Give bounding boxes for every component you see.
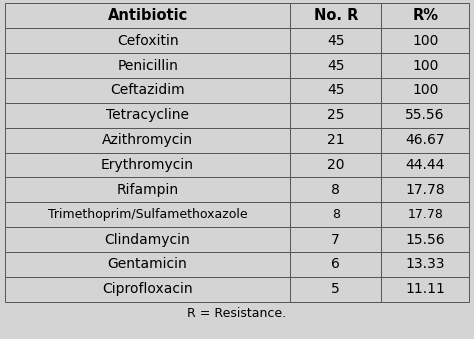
Bar — [5, 177, 291, 202]
Text: 7: 7 — [331, 233, 340, 246]
Bar — [381, 3, 469, 28]
Text: Trimethoprim/Sulfamethoxazole: Trimethoprim/Sulfamethoxazole — [48, 208, 247, 221]
Text: No. R: No. R — [313, 8, 358, 23]
Text: 100: 100 — [412, 59, 438, 73]
Bar — [291, 103, 381, 128]
Bar — [291, 53, 381, 78]
Text: Cefoxitin: Cefoxitin — [117, 34, 178, 48]
Text: 46.67: 46.67 — [405, 133, 445, 147]
Bar — [381, 202, 469, 227]
Bar — [381, 53, 469, 78]
Text: Gentamicin: Gentamicin — [108, 257, 187, 272]
Bar — [291, 177, 381, 202]
Text: Azithromycin: Azithromycin — [102, 133, 193, 147]
Bar — [5, 202, 291, 227]
Bar — [381, 28, 469, 53]
Bar — [5, 78, 291, 103]
Bar — [291, 252, 381, 277]
Text: 17.78: 17.78 — [405, 183, 445, 197]
Text: 20: 20 — [327, 158, 345, 172]
Text: 45: 45 — [327, 83, 345, 97]
Bar — [291, 202, 381, 227]
Text: 45: 45 — [327, 59, 345, 73]
Bar — [5, 252, 291, 277]
Text: Penicillin: Penicillin — [117, 59, 178, 73]
Text: 45: 45 — [327, 34, 345, 48]
Text: 25: 25 — [327, 108, 345, 122]
Text: 5: 5 — [331, 282, 340, 296]
Bar — [5, 227, 291, 252]
Text: 55.56: 55.56 — [405, 108, 445, 122]
Text: R%: R% — [412, 8, 438, 23]
Text: R = Resistance.: R = Resistance. — [187, 307, 287, 320]
Bar — [291, 3, 381, 28]
Bar — [381, 103, 469, 128]
Text: 44.44: 44.44 — [405, 158, 445, 172]
Bar — [381, 227, 469, 252]
Text: 15.56: 15.56 — [405, 233, 445, 246]
Bar — [381, 277, 469, 302]
Text: 100: 100 — [412, 83, 438, 97]
Text: Clindamycin: Clindamycin — [105, 233, 191, 246]
Bar — [291, 128, 381, 153]
Bar — [5, 128, 291, 153]
Text: 6: 6 — [331, 257, 340, 272]
Text: Ciprofloxacin: Ciprofloxacin — [102, 282, 193, 296]
Bar — [291, 28, 381, 53]
Text: 11.11: 11.11 — [405, 282, 445, 296]
Bar — [5, 103, 291, 128]
Bar — [5, 3, 291, 28]
Bar — [291, 277, 381, 302]
Text: Tetracycline: Tetracycline — [106, 108, 189, 122]
Bar — [5, 53, 291, 78]
Text: Erythromycin: Erythromycin — [101, 158, 194, 172]
Bar — [381, 78, 469, 103]
Bar — [5, 28, 291, 53]
Text: 8: 8 — [331, 183, 340, 197]
Bar — [291, 78, 381, 103]
Text: 17.78: 17.78 — [407, 208, 443, 221]
Bar — [381, 177, 469, 202]
Text: Antibiotic: Antibiotic — [108, 8, 188, 23]
Bar — [291, 227, 381, 252]
Text: 21: 21 — [327, 133, 345, 147]
Text: 100: 100 — [412, 34, 438, 48]
Text: 13.33: 13.33 — [405, 257, 445, 272]
Bar — [381, 153, 469, 177]
Bar — [291, 153, 381, 177]
Bar — [381, 128, 469, 153]
Bar — [381, 252, 469, 277]
Text: Ceftazidim: Ceftazidim — [110, 83, 185, 97]
Bar — [5, 153, 291, 177]
Text: Rifampin: Rifampin — [117, 183, 179, 197]
Bar — [5, 277, 291, 302]
Text: 8: 8 — [332, 208, 340, 221]
